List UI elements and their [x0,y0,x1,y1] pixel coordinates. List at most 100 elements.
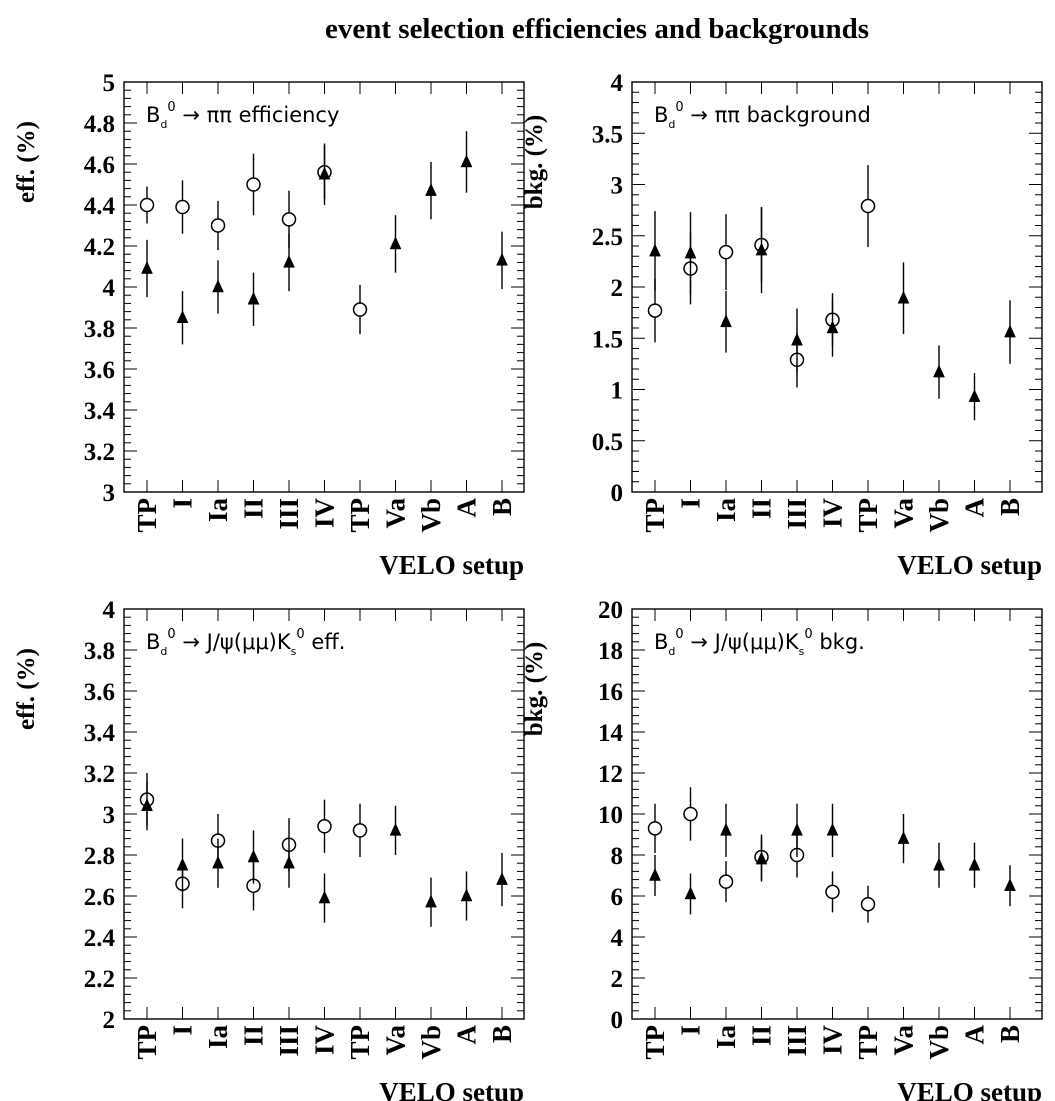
data-point-triangle [897,830,910,844]
x-tick-label: Va [889,498,919,529]
data-point-circle [860,198,876,214]
x-tick-label: Ia [203,498,233,523]
x-tick-label: Vb [924,498,954,533]
panel-annotation: Bd0 → ππ efficiency [146,100,339,131]
data-point-circle [860,896,876,912]
data-point-triangle [826,822,839,836]
x-tick-label: Ia [203,1025,233,1050]
y-tick-label: 8 [611,843,624,870]
data-point-triangle [1004,324,1016,338]
x-tick-label: B [995,1025,1025,1043]
x-tick-label: TP [853,498,883,533]
data-point-circle [175,199,190,215]
y-axis-label: eff. (%) [13,648,40,730]
data-point-triangle [684,886,697,900]
y-tick-label: 12 [598,761,623,788]
data-point-triangle [318,890,331,904]
x-tick-label: Ia [711,1025,741,1050]
y-tick-label: 3 [103,802,116,829]
data-point-triangle [283,254,295,268]
x-tick-label: B [487,1025,517,1043]
data-point-triangle [247,849,260,863]
x-tick-label: B [487,498,517,516]
x-tick-label: III [274,498,304,530]
x-tick-label: IV [818,498,848,529]
y-tick-label: 10 [598,802,623,829]
x-tick-label: TP [132,498,162,533]
y-tick-label: 0 [611,1007,624,1034]
x-tick-label: IV [818,1025,848,1056]
y-tick-label: 2.8 [84,843,115,870]
x-tick-label: TP [640,1025,670,1060]
x-tick-label: I [676,1025,706,1036]
x-tick-label: II [239,1025,269,1046]
plot-frame [631,81,1043,493]
x-tick-label: TP [640,498,670,533]
data-point-triangle [212,279,224,293]
data-point-triangle [496,252,508,266]
x-axis-label: VELO setup [897,550,1042,580]
y-tick-label: 4 [611,925,624,952]
data-point-triangle [1004,878,1016,891]
y-tick-label: 6 [611,884,624,911]
data-point-circle [683,806,698,822]
x-tick-label: III [782,1025,812,1057]
data-point-triangle [283,855,295,869]
y-tick-label: 5 [103,70,116,97]
data-point-triangle [212,855,224,869]
x-tick-label: TP [132,1025,162,1060]
panel-annotation: Bd0 → J/ψ(μμ)Ks0 eff. [146,627,345,658]
data-point-triangle [318,166,331,180]
data-point-circle [281,212,297,227]
data-point-triangle [141,260,153,274]
data-point-circle [718,874,734,889]
y-tick-label: 3.2 [84,761,115,788]
data-point-triangle [389,236,402,250]
data-point-triangle [791,822,803,836]
data-point-triangle [755,851,768,865]
data-point-triangle [460,154,473,168]
data-point-triangle [460,888,473,902]
y-tick-label: 3 [103,480,116,507]
x-axis-label: VELO setup [897,1077,1042,1101]
y-tick-label: 1.5 [592,326,623,353]
data-point-circle [352,302,368,317]
x-tick-label: II [747,1025,777,1046]
x-tick-label: Ia [711,498,741,523]
data-point-triangle [649,243,661,257]
data-point-triangle [649,867,661,881]
y-tick-label: 2 [103,1007,116,1034]
y-tick-label: 2.4 [84,925,116,952]
x-tick-label: Va [381,498,411,529]
data-point-triangle [389,822,402,836]
data-point-triangle [826,320,839,334]
y-tick-label: 18 [598,638,623,665]
x-tick-label: Vb [924,1025,954,1060]
y-tick-label: 2 [611,966,624,993]
y-axis-label: bkg. (%) [521,115,548,209]
y-tick-label: 0 [611,480,624,507]
x-tick-label: IV [310,498,340,529]
y-axis-label: bkg. (%) [521,642,548,736]
x-tick-label: III [782,498,812,530]
y-tick-label: 16 [598,679,623,706]
x-tick-label: TP [345,1025,375,1060]
y-tick-label: 3.6 [84,679,115,706]
y-tick-label: 1 [611,378,624,405]
data-point-triangle [968,857,981,871]
x-tick-label: Va [381,1025,411,1056]
data-point-circle [825,884,840,900]
panel-annotation: Bd0 → J/ψ(μμ)Ks0 bkg. [654,627,865,658]
x-tick-label: Vb [416,1025,446,1060]
data-point-triangle [141,798,153,812]
y-tick-label: 3 [611,173,624,200]
data-point-triangle [425,183,437,196]
data-point-circle [647,303,663,318]
x-tick-label: I [676,498,706,509]
data-point-triangle [720,822,732,836]
x-tick-label: III [274,1025,304,1057]
x-tick-label: A [452,1025,482,1045]
